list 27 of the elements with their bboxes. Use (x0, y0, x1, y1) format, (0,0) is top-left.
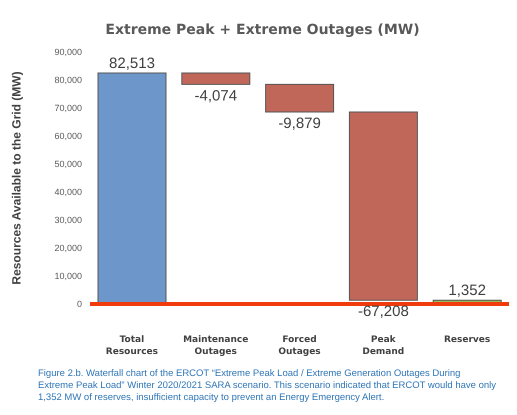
chart-title: Extreme Peak + Extreme Outages (MW) (104, 22, 421, 38)
y-tick-label: 70,000 (54, 103, 82, 114)
x-tick-label: Maintenance Outages (183, 335, 248, 357)
y-tick-label: 60,000 (54, 131, 82, 142)
y-tick-label: 50,000 (54, 159, 82, 170)
y-tick-label: 30,000 (54, 215, 82, 226)
data-label: 1,352 (448, 282, 486, 300)
y-tick-label: 90,000 (54, 47, 82, 58)
data-label: -4,074 (194, 87, 238, 104)
x-tick-label: Peak Demand (362, 335, 404, 357)
y-tick-label: 40,000 (54, 187, 82, 198)
data-label: -67,208 (358, 303, 409, 320)
y-axis-title: Resources Available to the Grid (MW) (9, 71, 24, 285)
bar (348, 112, 418, 301)
x-tick-label: Forced Outages (278, 335, 321, 357)
bar (181, 72, 250, 85)
data-label: 82,513 (109, 54, 155, 72)
y-tick-label: 20,000 (54, 243, 82, 254)
bar (265, 84, 334, 113)
y-tick-label: 0 (76, 299, 82, 310)
caption: Figure 2.b. Waterfall chart of the ERCOT “Extreme Peak Load / Extreme Generation Outages During Extreme Peak Load” Winter 2020/2021 SARA scenario. This scenario indicated that ERCOT would have only 1,352 MW of reserves, insufficient capacity to prevent an Energy Emergency Alert. (38, 368, 498, 404)
x-tick-label: Total Resources (106, 335, 158, 357)
data-label: -9,879 (278, 115, 321, 132)
bar (98, 72, 166, 304)
y-tick-label: 80,000 (54, 75, 82, 86)
x-tick-label: Reserves (444, 335, 490, 345)
y-tick-label: 10,000 (54, 271, 82, 282)
